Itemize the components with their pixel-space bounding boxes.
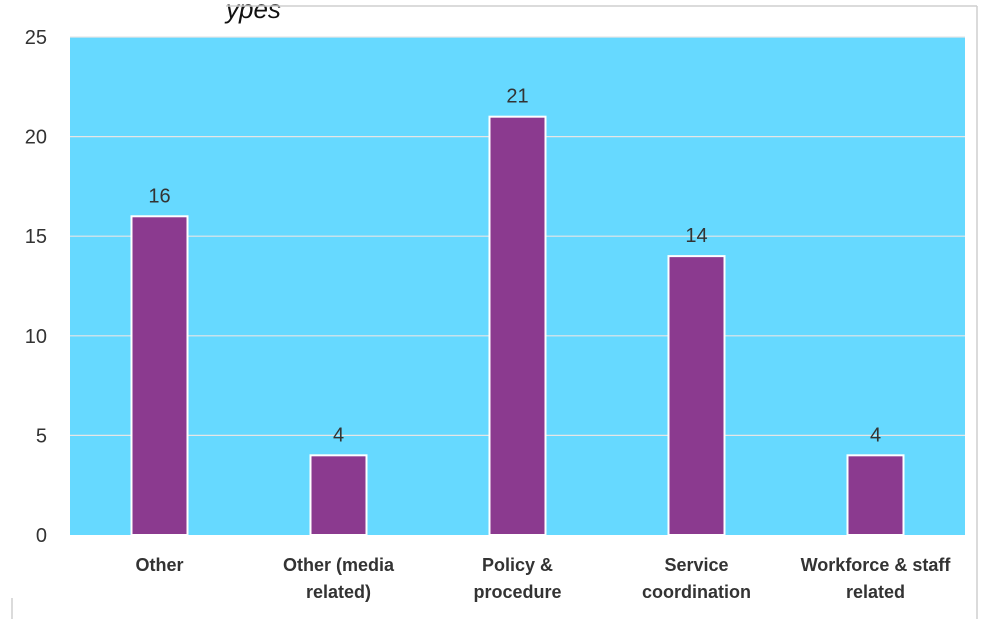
- x-axis-categories: Other Other (media related) Policy & procedu…: [135, 555, 951, 602]
- x-category-label: Policy &: [482, 555, 553, 575]
- bar: [130, 215, 189, 536]
- x-category-label: Workforce & staff: [801, 555, 952, 575]
- bar-value-label: 21: [506, 86, 528, 108]
- bar: [488, 115, 547, 537]
- bar: [846, 454, 905, 537]
- bar-value-label: 14: [685, 225, 707, 247]
- x-category-label: related): [306, 582, 371, 602]
- bar: [667, 255, 726, 536]
- bars: [130, 115, 905, 537]
- y-tick-label: 0: [36, 525, 47, 547]
- y-axis-ticks: 0 5 10 15 20 25: [25, 27, 47, 547]
- x-category-label: related: [846, 582, 905, 602]
- x-category-label: coordination: [642, 582, 751, 602]
- y-tick-label: 10: [25, 326, 47, 348]
- bar-value-label: 16: [148, 185, 170, 207]
- bar-value-label: 4: [333, 424, 344, 446]
- x-category-label: Other (media: [283, 555, 395, 575]
- x-category-label: procedure: [473, 582, 561, 602]
- data-labels: 16 4 21 14 4: [148, 86, 881, 447]
- clipped-header-text: ypes: [224, 0, 281, 24]
- bar-value-label: 4: [870, 424, 881, 446]
- x-category-label: Service: [664, 555, 728, 575]
- y-tick-label: 5: [36, 425, 47, 447]
- y-tick-label: 20: [25, 127, 47, 149]
- bar: [309, 454, 368, 537]
- x-category-label: Other: [135, 555, 183, 575]
- y-tick-label: 15: [25, 226, 47, 248]
- y-tick-label: 25: [25, 27, 47, 49]
